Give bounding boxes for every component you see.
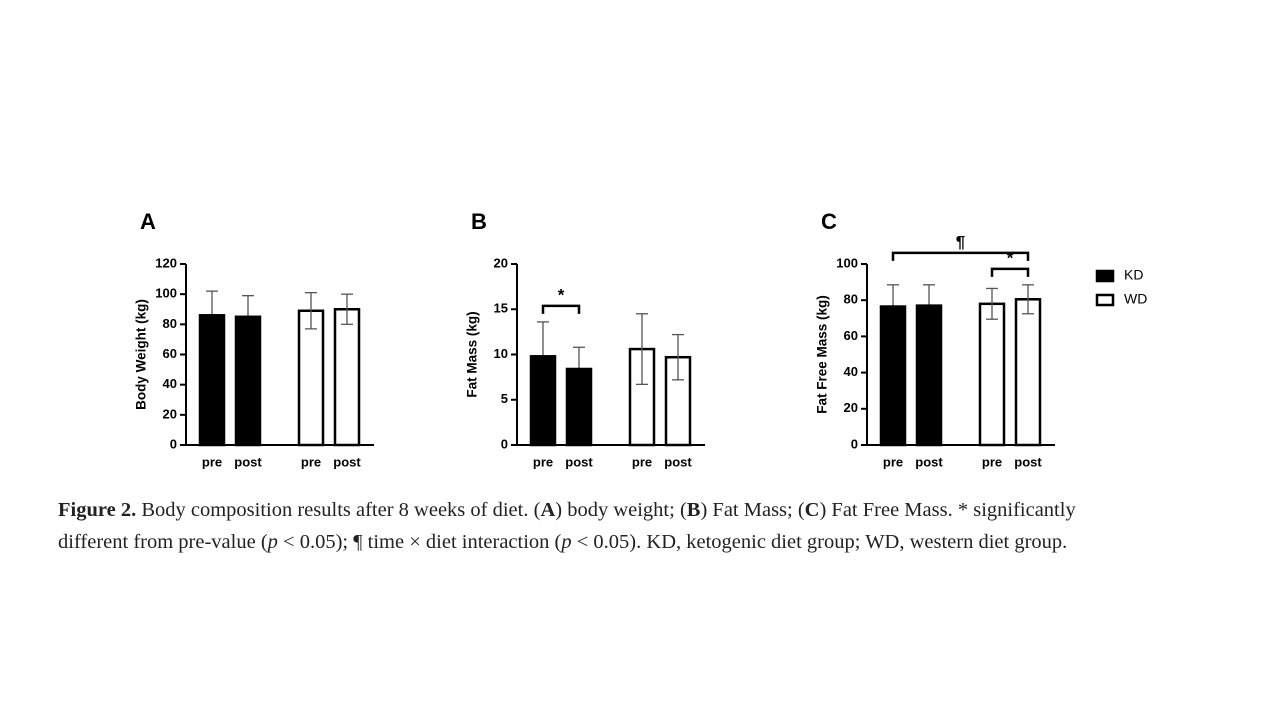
- legend-swatch: [1095, 293, 1115, 307]
- significance-bracket: [990, 267, 1030, 277]
- panel-label: B: [471, 209, 487, 234]
- bar: [297, 309, 325, 447]
- y-axis-label: Fat Mass (kg): [465, 311, 480, 397]
- x-tick-label: post: [915, 454, 943, 469]
- x-tick-label: pre: [883, 454, 903, 469]
- y-tick-label: 60: [844, 328, 858, 343]
- caption-run: < 0.05). KD, ketogenic diet group; WD, w…: [572, 531, 1068, 553]
- significance-bracket: [891, 251, 1030, 261]
- panel-label: A: [140, 209, 156, 234]
- bar: [234, 315, 262, 447]
- legend-label: WD: [1124, 291, 1147, 307]
- legend-swatch: [1095, 269, 1115, 283]
- bar: [879, 305, 907, 447]
- bar: [978, 302, 1006, 447]
- x-tick-label: post: [664, 454, 692, 469]
- caption-run: B: [687, 499, 701, 521]
- x-tick-label: post: [234, 454, 262, 469]
- caption-run: < 0.05); ¶ time × diet interaction (: [278, 531, 562, 553]
- y-tick-label: 0: [170, 436, 177, 451]
- caption-run: ) Fat Free Mass. * significantly: [819, 499, 1076, 521]
- y-tick-label: 120: [155, 255, 177, 270]
- x-tick-label: pre: [533, 454, 553, 469]
- y-tick-label: 100: [836, 255, 858, 270]
- y-tick-label: 0: [501, 436, 508, 451]
- x-tick-label: pre: [632, 454, 652, 469]
- bar: [565, 367, 593, 447]
- caption-line: Figure 2. Body composition results after…: [58, 499, 1076, 521]
- y-tick-label: 20: [494, 255, 508, 270]
- y-axis-label: Fat Free Mass (kg): [815, 295, 830, 414]
- y-tick-label: 20: [163, 406, 177, 421]
- caption-run: Body composition results after 8 weeks o…: [136, 499, 540, 521]
- significance-mark: *: [558, 285, 565, 304]
- x-tick-label: pre: [301, 454, 321, 469]
- y-tick-label: 40: [163, 376, 177, 391]
- x-tick-label: post: [1014, 454, 1042, 469]
- x-tick-label: post: [565, 454, 593, 469]
- y-tick-label: 80: [163, 316, 177, 331]
- x-tick-label: pre: [202, 454, 222, 469]
- caption-run: A: [540, 499, 555, 521]
- caption-run: Figure 2.: [58, 499, 136, 521]
- y-axis-label: Body Weight (kg): [134, 299, 149, 410]
- caption-run: different from pre-value (: [58, 531, 268, 553]
- bar: [529, 355, 557, 447]
- bar: [915, 304, 943, 447]
- y-tick-label: 60: [163, 346, 177, 361]
- legend-label: KD: [1124, 267, 1143, 283]
- caption-line: different from pre-value (p < 0.05); ¶ t…: [58, 531, 1067, 553]
- y-tick-label: 0: [851, 436, 858, 451]
- y-tick-label: 10: [494, 346, 508, 361]
- caption-run: p: [559, 531, 571, 553]
- bar: [1014, 298, 1042, 447]
- x-tick-label: pre: [982, 454, 1002, 469]
- caption-run: ) Fat Mass; (: [700, 499, 804, 521]
- y-tick-label: 5: [501, 391, 508, 406]
- y-tick-label: 15: [494, 301, 508, 316]
- caption-run: C: [805, 499, 820, 521]
- y-tick-label: 40: [844, 364, 858, 379]
- y-tick-label: 20: [844, 400, 858, 415]
- y-tick-label: 100: [155, 286, 177, 301]
- significance-bracket: [541, 304, 581, 314]
- caption-run: p: [266, 531, 278, 553]
- y-tick-label: 80: [844, 292, 858, 307]
- caption-run: ) body weight; (: [555, 499, 687, 521]
- significance-mark: *: [1007, 248, 1014, 267]
- significance-mark: ¶: [956, 232, 965, 251]
- bar: [333, 308, 361, 447]
- bar: [198, 314, 226, 447]
- x-tick-label: post: [333, 454, 361, 469]
- panel-label: C: [821, 209, 837, 234]
